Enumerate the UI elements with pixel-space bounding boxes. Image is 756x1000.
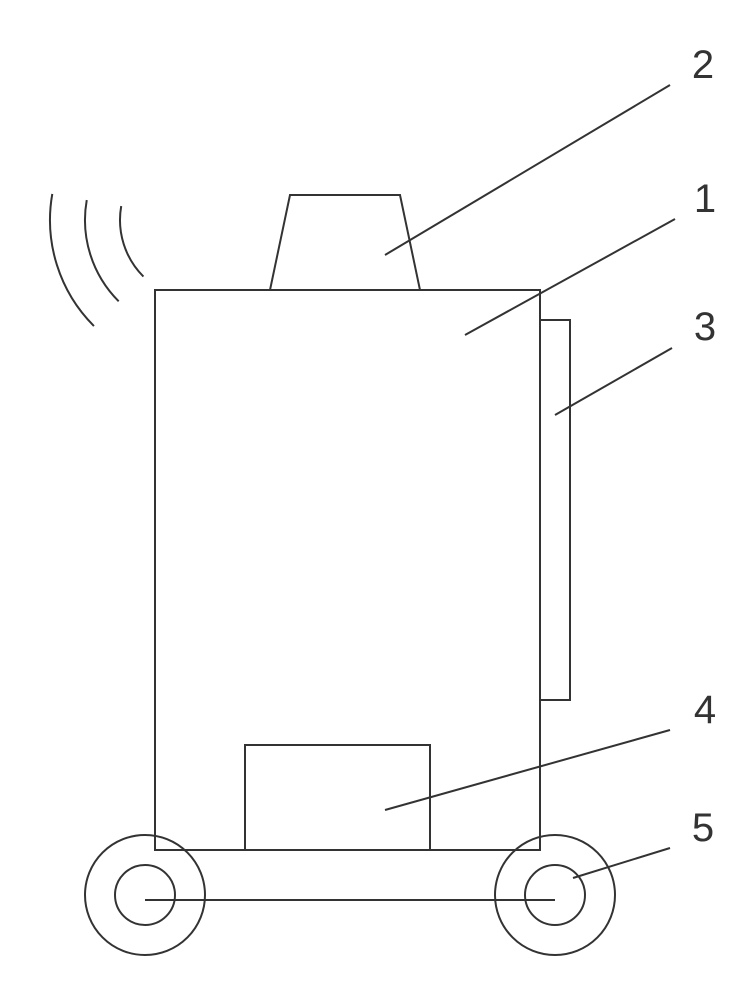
inner-box bbox=[245, 745, 430, 850]
wheel-inner-1 bbox=[525, 865, 585, 925]
technical-diagram: 2 1 3 4 5 bbox=[0, 0, 756, 1000]
label-5: 5 bbox=[573, 806, 714, 878]
label-text-5: 5 bbox=[692, 806, 714, 850]
signal-arc-2 bbox=[120, 206, 143, 276]
signal-arc-1 bbox=[85, 200, 119, 301]
label-text-1: 1 bbox=[694, 177, 716, 221]
side-panel bbox=[540, 320, 570, 700]
wheel-outer-0 bbox=[85, 835, 205, 955]
signal-arc-0 bbox=[50, 194, 94, 326]
label-4: 4 bbox=[385, 688, 716, 810]
label-2: 2 bbox=[385, 43, 714, 255]
main-body bbox=[155, 290, 540, 850]
hopper bbox=[270, 195, 420, 290]
label-text-3: 3 bbox=[694, 305, 716, 349]
wheel-inner-0 bbox=[115, 865, 175, 925]
label-1: 1 bbox=[465, 177, 716, 335]
wheel-outer-1 bbox=[495, 835, 615, 955]
label-3: 3 bbox=[555, 305, 716, 415]
label-text-4: 4 bbox=[694, 688, 716, 732]
label-text-2: 2 bbox=[692, 43, 714, 87]
